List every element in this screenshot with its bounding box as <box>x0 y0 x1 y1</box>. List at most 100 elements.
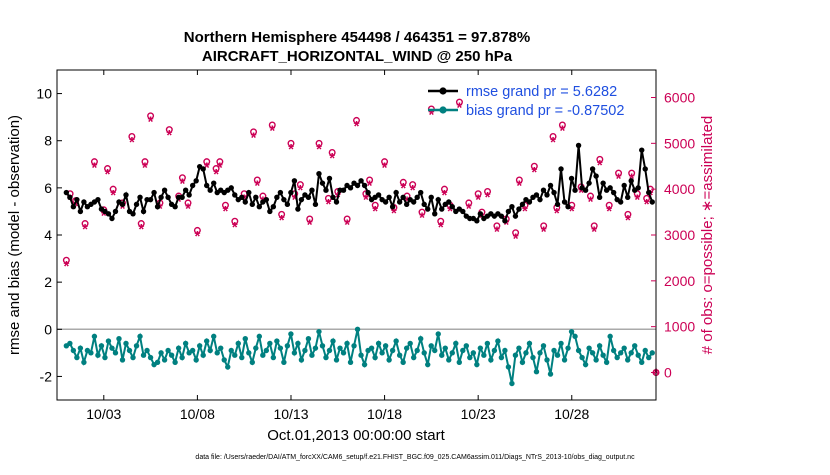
rmse-point <box>137 194 143 200</box>
y-left-tick-label: 8 <box>44 133 52 149</box>
bias-point <box>526 340 533 347</box>
obs-assimilated-marker: * <box>541 223 547 240</box>
obs-possible-marker <box>109 185 117 193</box>
bias-point <box>256 333 263 340</box>
bias-point <box>288 331 294 337</box>
rmse-point <box>330 194 336 200</box>
bias-point <box>172 359 178 365</box>
bias-point <box>379 350 385 356</box>
rmse-point <box>298 196 305 203</box>
obs-assimilated-marker: * <box>194 228 200 245</box>
obs-assimilated-marker: * <box>591 223 597 240</box>
bias-point <box>361 361 368 368</box>
obs-assimilated-marker: * <box>428 107 434 124</box>
obs-assimilated-marker: * <box>138 221 144 238</box>
rmse-point <box>607 185 613 191</box>
bias-point <box>351 343 357 349</box>
obs-assimilated-marker: * <box>391 205 397 222</box>
obs-assimilated-marker: * <box>616 171 622 188</box>
bias-point <box>277 345 284 351</box>
bias-point <box>551 347 557 354</box>
rmse-point <box>474 218 480 224</box>
bias-point <box>189 347 196 354</box>
obs-possible-marker <box>141 158 149 166</box>
rmse-point <box>151 189 157 196</box>
obs-assimilated-marker: * <box>419 210 425 227</box>
obs-possible-marker <box>549 132 557 140</box>
obs-assimilated-marker: * <box>457 100 463 117</box>
bias-point <box>414 347 420 354</box>
bias-point <box>456 359 462 365</box>
bias-point <box>572 333 578 340</box>
obs-possible-marker <box>231 217 239 225</box>
bias-point <box>393 338 399 344</box>
bias-point <box>144 347 150 354</box>
obs-assimilated-marker: * <box>307 217 313 234</box>
bias-point <box>425 361 431 368</box>
obs-possible-marker <box>259 192 267 200</box>
bias-point <box>182 340 189 347</box>
rmse-point <box>449 204 455 210</box>
y-right-tick-label: 0 <box>664 365 672 381</box>
rmse-point <box>123 192 129 198</box>
obs-assimilated-marker: * <box>410 182 416 199</box>
bias-point <box>105 338 112 344</box>
rmse-point <box>582 187 589 193</box>
bias-point <box>505 364 512 370</box>
obs-assimilated-marker: * <box>588 194 594 211</box>
bias-point <box>386 357 392 363</box>
obs-possible-marker <box>530 162 538 170</box>
bias-point <box>298 357 305 363</box>
obs-possible-marker <box>178 174 186 182</box>
bias-point <box>354 326 361 332</box>
obs-assimilated-marker: * <box>447 203 453 220</box>
bias-point <box>432 347 438 354</box>
bias-point <box>537 350 543 356</box>
bias-point <box>81 359 87 365</box>
bias-point <box>249 359 256 365</box>
obs-possible-marker <box>512 229 520 237</box>
obs-assimilated-marker: * <box>513 230 519 247</box>
bias-point <box>344 340 350 347</box>
bias-point <box>263 347 270 354</box>
obs-assimilated-marker: * <box>644 196 650 213</box>
rmse-point <box>565 204 571 210</box>
bias-point <box>558 340 564 347</box>
rmse-point <box>418 189 424 196</box>
obs-assimilated-marker: * <box>550 134 556 151</box>
bias-point <box>333 357 340 363</box>
bias-point <box>175 345 182 351</box>
bias-point <box>389 347 396 354</box>
obs-assimilated-marker: * <box>92 159 98 176</box>
bias-point <box>589 350 596 356</box>
bias-point <box>239 354 245 361</box>
bias-point <box>453 340 459 347</box>
bias-point <box>270 354 277 361</box>
bias-point <box>428 343 434 349</box>
rmse-point <box>439 206 445 212</box>
bias-point <box>502 347 508 354</box>
bias-point <box>614 354 620 361</box>
y-axis-left-label: rmse and bias (model - observation) <box>6 115 23 355</box>
bias-point <box>439 352 445 358</box>
obs-assimilated-marker: * <box>485 189 491 206</box>
obs-assimilated-marker: * <box>157 201 163 218</box>
rmse-point <box>263 196 270 203</box>
bias-point <box>119 357 126 363</box>
obs-possible-marker <box>465 199 473 207</box>
bias-point <box>512 352 519 358</box>
rmse-point <box>270 204 277 210</box>
bias-point <box>586 345 592 351</box>
rmse-point <box>610 189 617 196</box>
x-tick-label: 10/03 <box>86 406 121 422</box>
bias-point <box>196 343 203 349</box>
obs-possible-marker <box>409 181 417 189</box>
bias-point <box>639 359 645 365</box>
rmse-point <box>600 180 606 186</box>
rmse-point <box>295 206 301 212</box>
rmse-point <box>77 208 84 215</box>
rmse-point <box>502 218 508 224</box>
obs-possible-marker <box>268 121 276 129</box>
obs-assimilated-marker: * <box>522 203 528 220</box>
bias-point <box>544 357 550 363</box>
